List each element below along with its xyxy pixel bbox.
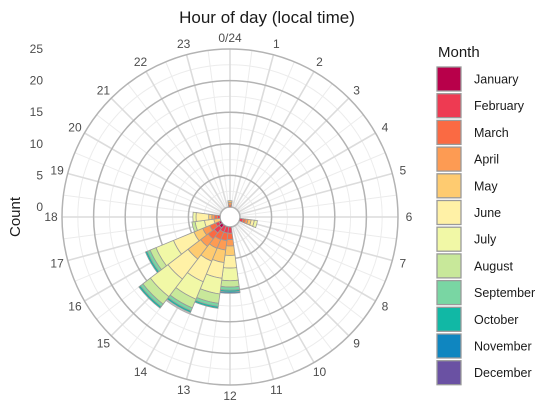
outer-ring	[61, 48, 399, 386]
bar-segment	[208, 213, 213, 221]
legend-swatch	[436, 199, 462, 226]
hour-tick-label: 15	[97, 337, 111, 351]
hour-tick-label: 2	[316, 55, 323, 69]
count-tick-label: 25	[30, 42, 44, 56]
legend-label: August	[474, 259, 513, 273]
hour-tick-labels: 0/24 123456789101112131415161718192021222…	[44, 31, 412, 400]
legend: January February March April May June July Augu…	[436, 66, 535, 386]
hour-tick-label: 9	[353, 337, 360, 351]
count-tick-label: 15	[30, 105, 44, 119]
chart-title: Hour of day (local time)	[179, 8, 355, 27]
legend-swatch	[436, 360, 462, 386]
bar-segment	[219, 291, 241, 294]
radial-gridline	[239, 172, 393, 216]
hour-tick-label: 19	[50, 164, 64, 178]
legend-swatch	[436, 173, 462, 199]
radial-gridline	[238, 221, 376, 302]
hour-tick-label: 4	[382, 121, 389, 135]
hour-tick-label: 8	[382, 300, 389, 314]
legend-swatch	[436, 93, 462, 119]
radial-gridline	[236, 97, 350, 211]
circle-gridline	[124, 111, 336, 323]
outer-circle-gridline	[61, 48, 399, 386]
legend-label: July	[474, 233, 497, 247]
bar-segment	[222, 254, 238, 269]
legend-swatch	[436, 279, 462, 306]
legend-swatch	[436, 226, 462, 252]
hour-tick-label: 6	[406, 210, 413, 224]
bar-segment	[225, 238, 235, 247]
radial-gridline	[145, 71, 226, 209]
legend-label: March	[474, 126, 509, 140]
hour-tick-label: 10	[313, 365, 327, 379]
count-tick-label: 20	[30, 74, 44, 88]
legend-label: December	[474, 366, 532, 380]
bar-segments	[138, 200, 258, 314]
count-tick-label: 5	[36, 168, 43, 182]
legend-label: October	[474, 313, 518, 327]
hour-tick-label: 22	[134, 55, 148, 69]
bar-segment	[252, 219, 258, 229]
bar-segment	[144, 250, 160, 274]
radial-gridline	[236, 223, 350, 337]
legend-label: April	[474, 153, 499, 167]
radial-gridline	[231, 54, 275, 208]
circle-gridline	[92, 79, 368, 355]
hour-tick-label: 5	[400, 164, 407, 178]
hour-tick-label: 0/24	[218, 31, 242, 45]
count-tick-label: 0	[36, 200, 43, 214]
radial-gridline	[84, 132, 222, 213]
radial-gridline	[67, 172, 221, 216]
hour-tick-label: 12	[223, 389, 237, 400]
count-tick-label: 10	[30, 137, 44, 151]
hour-tick-label: 20	[68, 121, 82, 135]
legend-swatch	[436, 146, 462, 172]
radial-gridline	[234, 71, 315, 209]
radial-gridline	[185, 54, 229, 208]
hour-tick-label: 18	[44, 210, 58, 224]
legend-label: June	[474, 206, 501, 220]
legend-swatch	[436, 333, 462, 359]
hour-tick-label: 13	[177, 383, 191, 397]
bar-segment	[221, 267, 239, 282]
legend-label: September	[474, 286, 535, 300]
legend-label: February	[474, 99, 525, 113]
bar-segment	[220, 279, 240, 288]
bar-segment	[224, 245, 236, 256]
radial-gridline	[239, 218, 393, 262]
radial-gridline	[110, 97, 224, 211]
hour-tick-label: 14	[134, 365, 148, 379]
hour-tick-label: 7	[400, 256, 407, 270]
count-tick-labels: 0 5 10 15 20 25	[30, 42, 44, 214]
legend-swatch	[436, 306, 462, 332]
hour-tick-label: 3	[353, 83, 360, 97]
hour-tick-label: 21	[97, 83, 111, 97]
bar-segment	[227, 200, 233, 204]
polar-grid	[62, 49, 398, 385]
legend-label: January	[474, 73, 519, 87]
radial-gridline	[234, 225, 315, 363]
bar-segment	[192, 211, 197, 223]
legend-swatch	[436, 253, 462, 279]
hour-tick-label: 16	[68, 300, 82, 314]
legend-swatch	[436, 119, 462, 146]
bar-segment	[213, 214, 219, 220]
hour-tick-label: 17	[50, 256, 64, 270]
bar-segment	[195, 212, 210, 222]
hour-tick-label: 1	[273, 37, 280, 51]
legend-label: November	[474, 340, 532, 354]
legend-label: May	[474, 179, 498, 193]
bar-segment	[138, 285, 162, 309]
radial-gridline	[231, 226, 275, 380]
radial-gridline	[238, 132, 376, 213]
hour-tick-label: 11	[270, 383, 283, 397]
legend-swatch	[436, 66, 462, 92]
legend-title: Month	[438, 44, 480, 61]
hour-tick-label: 23	[177, 37, 191, 51]
y-axis-title: Count	[7, 196, 24, 237]
